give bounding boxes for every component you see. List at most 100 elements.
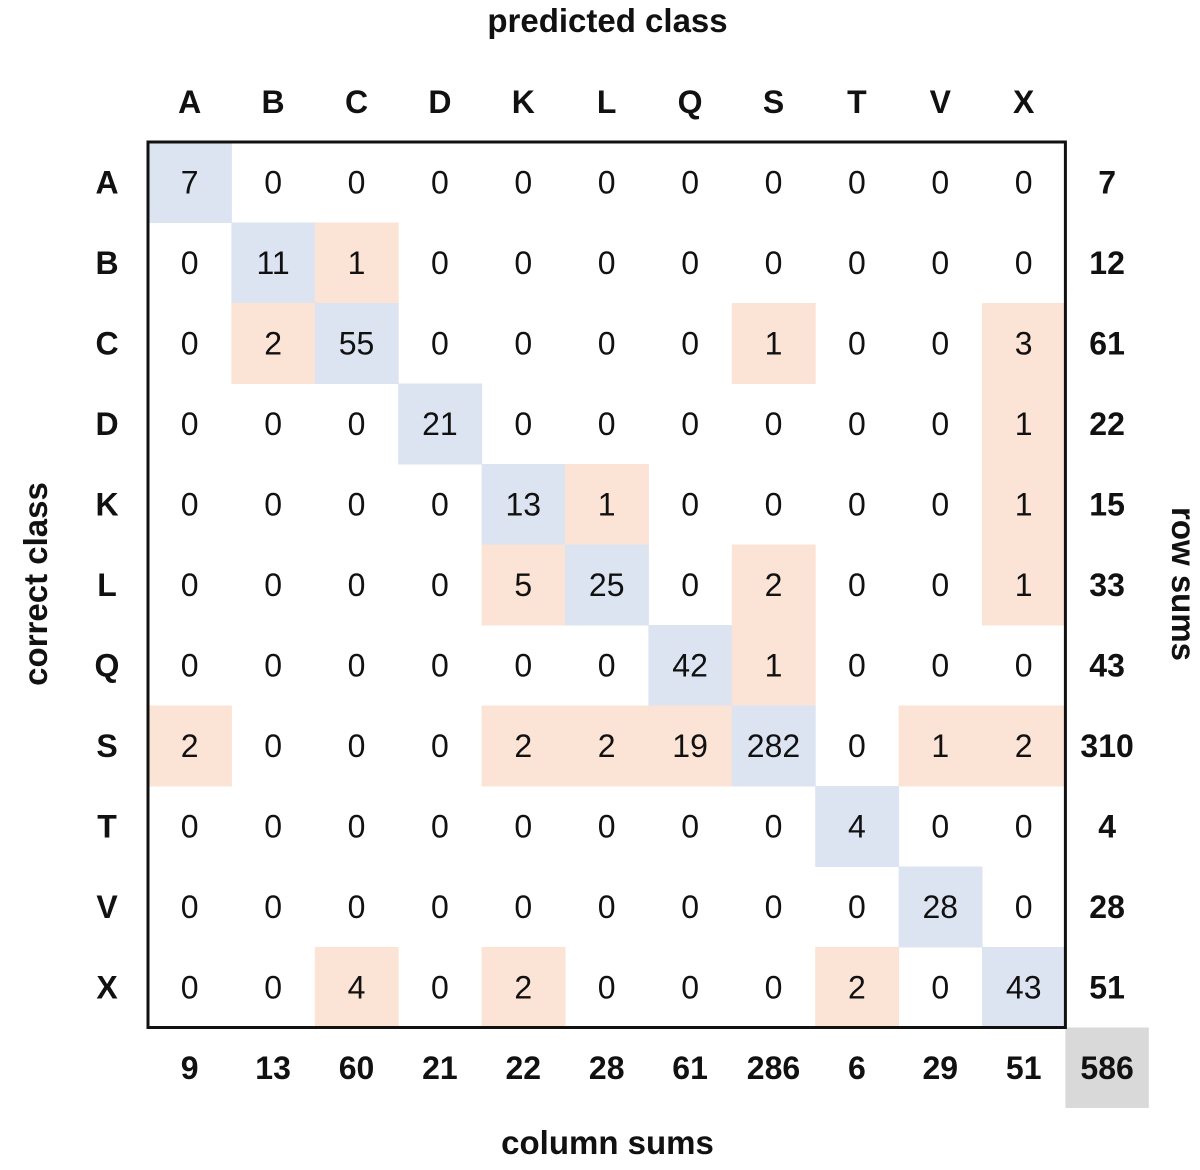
cell-value-k-b: 0 bbox=[264, 486, 282, 522]
column-sum-k: 22 bbox=[506, 1050, 542, 1086]
cell-value-t-a: 0 bbox=[181, 808, 199, 844]
cell-bg-x-t bbox=[815, 947, 900, 1028]
cell-value-c-s: 1 bbox=[765, 325, 783, 361]
column-sum-l: 28 bbox=[589, 1050, 625, 1086]
cell-value-a-v: 0 bbox=[931, 164, 949, 200]
cell-value-v-d: 0 bbox=[431, 889, 449, 925]
row-label-q: Q bbox=[95, 647, 120, 683]
row-sum-a: 7 bbox=[1098, 164, 1116, 200]
cell-value-k-x: 1 bbox=[1015, 486, 1033, 522]
cell-bg-q-q bbox=[648, 625, 733, 706]
cell-value-v-x: 0 bbox=[1015, 889, 1033, 925]
cell-bg-x-x bbox=[982, 947, 1066, 1028]
cell-value-a-a: 7 bbox=[181, 164, 199, 200]
column-label-d: D bbox=[428, 84, 451, 120]
cell-value-b-x: 0 bbox=[1015, 245, 1033, 281]
cell-value-b-a: 0 bbox=[181, 245, 199, 281]
cell-value-s-q: 19 bbox=[672, 728, 708, 764]
cell-value-d-t: 0 bbox=[848, 406, 866, 442]
cell-bg-v-v bbox=[898, 866, 983, 948]
cell-value-b-d: 0 bbox=[431, 245, 449, 281]
x-axis-title: predicted class bbox=[487, 2, 728, 39]
cell-value-a-s: 0 bbox=[765, 164, 783, 200]
cell-value-q-k: 0 bbox=[514, 647, 532, 683]
cell-value-c-k: 0 bbox=[514, 325, 532, 361]
cell-value-k-a: 0 bbox=[181, 486, 199, 522]
column-sum-q: 61 bbox=[672, 1050, 708, 1086]
cell-value-t-l: 0 bbox=[598, 808, 616, 844]
cell-value-x-v: 0 bbox=[931, 969, 949, 1005]
cell-value-d-a: 0 bbox=[181, 406, 199, 442]
cell-value-l-a: 0 bbox=[181, 567, 199, 603]
cell-value-x-x: 43 bbox=[1006, 969, 1042, 1005]
cell-value-a-c: 0 bbox=[348, 164, 366, 200]
cell-bg-s-a bbox=[148, 705, 232, 787]
cell-value-s-x: 2 bbox=[1015, 728, 1033, 764]
cell-bg-x-k bbox=[481, 947, 566, 1028]
total-value: 586 bbox=[1080, 1050, 1133, 1086]
cell-value-l-s: 2 bbox=[765, 567, 783, 603]
cell-value-a-k: 0 bbox=[514, 164, 532, 200]
row-sum-b: 12 bbox=[1089, 245, 1125, 281]
cell-value-t-q: 0 bbox=[681, 808, 699, 844]
cell-value-d-c: 0 bbox=[348, 406, 366, 442]
cell-value-x-s: 0 bbox=[765, 969, 783, 1005]
cell-bg-k-l bbox=[565, 464, 649, 545]
column-label-x: X bbox=[1013, 84, 1035, 120]
cell-value-q-a: 0 bbox=[181, 647, 199, 683]
cell-value-q-d: 0 bbox=[431, 647, 449, 683]
cell-value-t-v: 0 bbox=[931, 808, 949, 844]
cell-value-k-k: 13 bbox=[506, 486, 542, 522]
cell-value-d-b: 0 bbox=[264, 406, 282, 442]
cell-value-c-v: 0 bbox=[931, 325, 949, 361]
cell-bg-s-q bbox=[648, 705, 733, 787]
cell-value-b-q: 0 bbox=[681, 245, 699, 281]
column-label-s: S bbox=[763, 84, 784, 120]
row-label-x: X bbox=[96, 969, 118, 1005]
cell-bg-s-k bbox=[481, 705, 566, 787]
cell-bg-l-x bbox=[982, 544, 1066, 626]
cell-bg-k-k bbox=[481, 464, 566, 545]
cell-value-b-k: 0 bbox=[514, 245, 532, 281]
cell-value-c-a: 0 bbox=[181, 325, 199, 361]
row-label-l: L bbox=[97, 567, 117, 603]
cell-value-x-q: 0 bbox=[681, 969, 699, 1005]
row-label-b: B bbox=[95, 245, 118, 281]
cell-value-v-s: 0 bbox=[765, 889, 783, 925]
cell-value-x-t: 2 bbox=[848, 969, 866, 1005]
cell-value-d-q: 0 bbox=[681, 406, 699, 442]
cell-bg-a-a bbox=[148, 142, 232, 223]
cell-bg-s-l bbox=[565, 705, 649, 787]
cell-value-l-v: 0 bbox=[931, 567, 949, 603]
column-sum-v: 29 bbox=[923, 1050, 959, 1086]
cell-value-s-k: 2 bbox=[514, 728, 532, 764]
cell-value-s-s: 282 bbox=[747, 728, 800, 764]
row-sum-s: 310 bbox=[1080, 728, 1133, 764]
row-sum-q: 43 bbox=[1089, 647, 1125, 683]
cell-value-b-v: 0 bbox=[931, 245, 949, 281]
cell-value-q-v: 0 bbox=[931, 647, 949, 683]
cell-value-d-x: 1 bbox=[1015, 406, 1033, 442]
cell-value-s-v: 1 bbox=[931, 728, 949, 764]
row-label-a: A bbox=[95, 164, 118, 200]
cell-value-b-c: 1 bbox=[348, 245, 366, 281]
cell-value-k-s: 0 bbox=[765, 486, 783, 522]
column-sum-d: 21 bbox=[422, 1050, 458, 1086]
cell-value-q-c: 0 bbox=[348, 647, 366, 683]
cell-value-c-t: 0 bbox=[848, 325, 866, 361]
cell-value-q-b: 0 bbox=[264, 647, 282, 683]
cell-value-s-t: 0 bbox=[848, 728, 866, 764]
row-sum-t: 4 bbox=[1098, 808, 1116, 844]
column-sum-c: 60 bbox=[339, 1050, 375, 1086]
cell-value-a-b: 0 bbox=[264, 164, 282, 200]
cell-bg-b-b bbox=[231, 222, 316, 304]
cell-value-t-s: 0 bbox=[765, 808, 783, 844]
cell-value-a-x: 0 bbox=[1015, 164, 1033, 200]
row-sum-k: 15 bbox=[1089, 486, 1125, 522]
cell-value-l-t: 0 bbox=[848, 567, 866, 603]
cell-value-k-v: 0 bbox=[931, 486, 949, 522]
cell-value-v-a: 0 bbox=[181, 889, 199, 925]
cell-value-d-k: 0 bbox=[514, 406, 532, 442]
